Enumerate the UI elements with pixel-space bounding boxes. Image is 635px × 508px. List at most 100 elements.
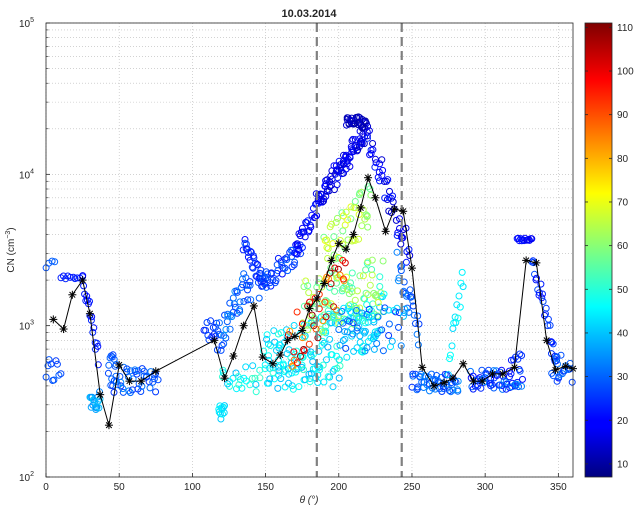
scatter-point <box>300 366 307 374</box>
scatter-point <box>323 356 330 364</box>
scatter-point <box>300 347 308 355</box>
scatter-point <box>400 309 408 317</box>
median-marker <box>85 309 94 318</box>
median-marker <box>542 336 551 345</box>
median-marker <box>448 374 457 383</box>
scatter-point <box>52 357 60 365</box>
median-marker <box>290 332 299 341</box>
scatter-point <box>550 355 558 363</box>
scatter-point <box>374 173 382 181</box>
scatter-point <box>238 384 246 392</box>
plot-frame <box>45 22 574 478</box>
scatter-point <box>320 339 328 347</box>
scatter-point <box>364 223 372 231</box>
scatter-point <box>241 236 249 243</box>
scatter-point <box>448 342 456 350</box>
scatter-point <box>433 372 441 379</box>
colorbar-tick-label: 110 <box>617 23 633 34</box>
scatter-point <box>359 272 367 280</box>
scatter-point <box>242 363 250 371</box>
scatter-point <box>222 334 230 342</box>
scatter-point <box>272 277 280 285</box>
scatter-point <box>284 331 292 339</box>
median-marker <box>334 239 343 248</box>
scatter-point <box>146 384 154 392</box>
scatter-point <box>226 325 234 333</box>
scatter-point <box>455 292 463 300</box>
scatter-point <box>485 366 493 374</box>
scatter-point <box>328 351 336 359</box>
scatter-point <box>542 304 550 312</box>
scatter-point <box>376 303 384 311</box>
scatter-point <box>298 334 306 342</box>
scatter-point <box>285 370 293 378</box>
scatter-point <box>240 270 248 278</box>
scatter-point <box>358 309 366 317</box>
scatter-point <box>305 340 313 348</box>
scatter-point <box>351 236 359 244</box>
median-marker <box>418 363 427 372</box>
scatter-point <box>150 375 158 383</box>
colorbar-tick-label: 90 <box>617 110 629 121</box>
scatter-point <box>274 384 282 392</box>
scatter-point <box>109 351 117 359</box>
scatter-point <box>449 386 457 394</box>
scatter-point <box>379 257 387 265</box>
scatter-point <box>518 352 526 359</box>
scatter-point <box>221 402 228 410</box>
scatter-point <box>323 244 331 251</box>
y-tick-label: 105 <box>19 17 34 30</box>
scatter-point <box>289 385 297 393</box>
scatter-point <box>252 388 260 396</box>
scatter-point <box>454 314 462 322</box>
scatter-point <box>360 140 368 148</box>
scatter-point <box>297 352 304 360</box>
scatter-point <box>341 259 349 267</box>
scatter-point <box>94 342 102 350</box>
scatter-point <box>349 135 357 143</box>
median-marker <box>249 301 258 310</box>
scatter-point <box>568 378 576 386</box>
scatter-point <box>295 383 303 391</box>
scatter-point <box>246 281 254 289</box>
scatter-point <box>360 327 368 335</box>
scatter-point <box>131 366 139 374</box>
scatter-point <box>332 271 340 279</box>
scatter-point <box>261 365 269 373</box>
x-tick-label: 150 <box>257 482 274 493</box>
scatter-point <box>392 308 400 316</box>
scatter-point <box>533 274 540 282</box>
scatter-point <box>370 331 378 339</box>
scatter-point <box>204 331 212 339</box>
scatter-point <box>283 254 291 262</box>
scatter-point <box>218 341 226 349</box>
median-marker <box>49 315 58 324</box>
median-marker <box>459 359 468 368</box>
scatter-point <box>365 305 373 313</box>
scatter-point <box>233 288 241 296</box>
scatter-point <box>319 337 327 345</box>
scatter-point <box>307 312 314 320</box>
scatter-point <box>345 317 353 325</box>
scatter-point <box>290 348 298 356</box>
median-marker <box>68 290 77 299</box>
scatter-point <box>293 347 301 355</box>
scatter-point <box>363 344 371 352</box>
scatter-point <box>449 325 457 332</box>
scatter-point <box>213 319 221 327</box>
scatter-point <box>356 272 364 280</box>
median-line <box>52 175 574 426</box>
x-tick-label: 250 <box>404 482 421 493</box>
plot-area <box>42 22 577 478</box>
scatter-point <box>137 388 145 395</box>
scatter-point <box>378 326 386 334</box>
scatter-point <box>378 156 386 164</box>
scatter-point <box>347 203 355 211</box>
scatter-point <box>57 370 65 378</box>
scatter-point <box>94 397 102 405</box>
scatter-point <box>333 342 341 350</box>
scatter-point <box>518 382 526 390</box>
scatter-point <box>368 271 376 279</box>
median-marker <box>115 360 124 369</box>
scatter-point <box>266 375 274 383</box>
